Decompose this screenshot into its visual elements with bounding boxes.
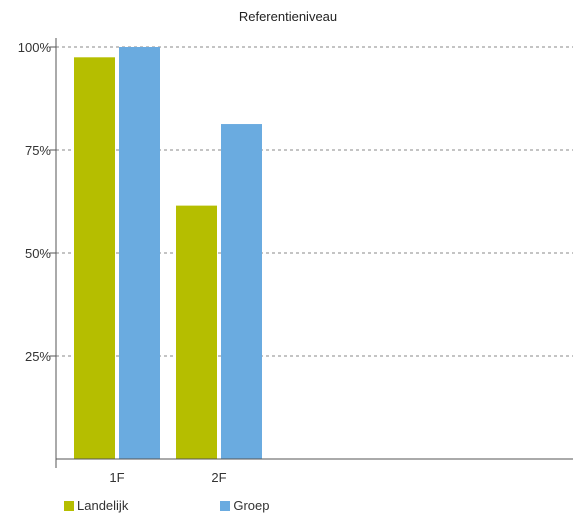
x-tick-label: 1F: [109, 470, 124, 485]
legend-swatch: [220, 501, 230, 511]
bar-groep-1f: [119, 47, 160, 459]
legend-swatch: [64, 501, 74, 511]
chart-legend: Landelijk Groep: [64, 498, 361, 513]
y-tick-label: 25%: [25, 349, 51, 364]
legend-item-groep: Groep: [220, 498, 269, 513]
legend-label: Landelijk: [77, 498, 128, 513]
y-tick-label: 50%: [25, 246, 51, 261]
y-tick-label: 75%: [25, 143, 51, 158]
bar-landelijk-2f: [176, 206, 217, 459]
legend-item-landelijk: Landelijk: [64, 498, 128, 513]
y-tick-label: 100%: [18, 40, 52, 55]
x-tick-label: 2F: [211, 470, 226, 485]
bar-groep-2f: [221, 124, 262, 459]
bar-landelijk-1f: [74, 57, 115, 459]
legend-label: Groep: [233, 498, 269, 513]
